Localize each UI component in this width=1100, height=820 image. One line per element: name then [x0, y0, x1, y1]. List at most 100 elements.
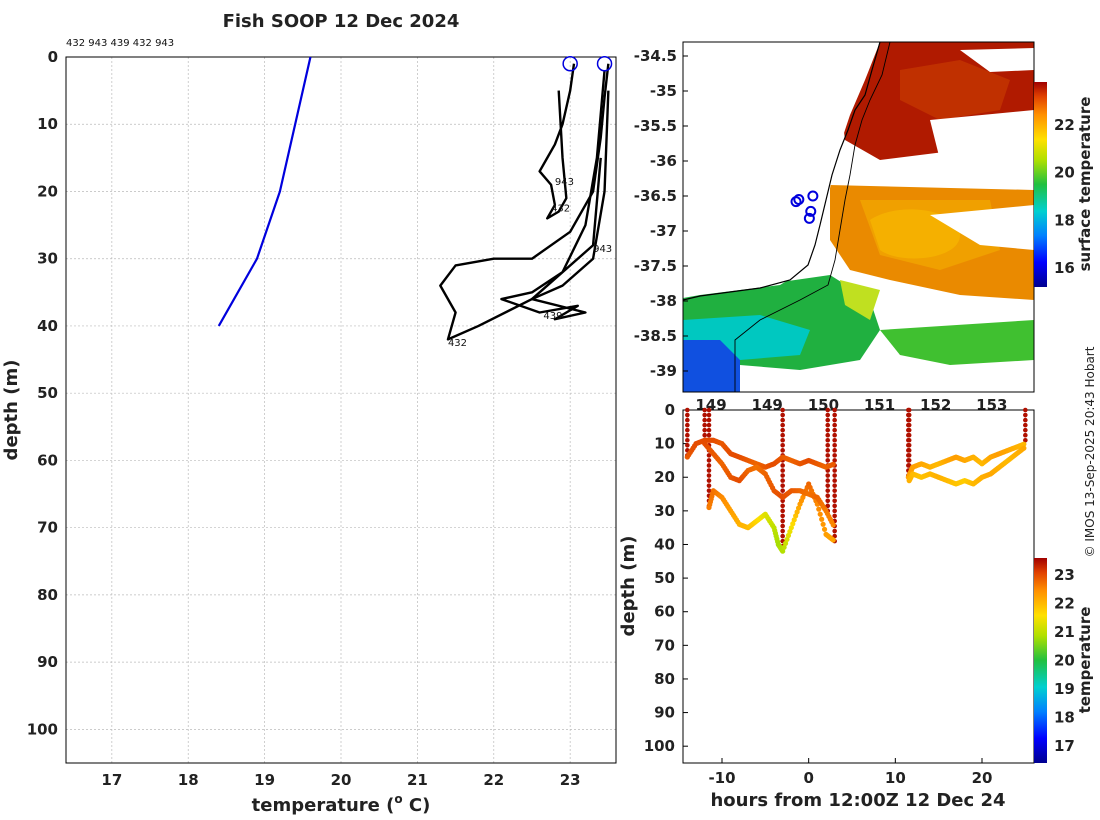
timeseries-point: [906, 407, 912, 413]
timeseries-point: [793, 513, 799, 519]
timeseries-point: [780, 518, 785, 524]
timeseries-point: [706, 453, 712, 458]
timeseries-point: [794, 509, 800, 515]
map-y-tick-label: -35: [650, 82, 677, 100]
coastline: [683, 42, 881, 301]
page-title: Fish SOOP 12 Dec 2024: [223, 11, 460, 32]
timeseries-point: [780, 533, 785, 539]
timeseries-point: [832, 468, 837, 473]
timeseries-y-tick-label: 50: [654, 569, 675, 587]
timeseries-point: [906, 412, 912, 418]
map-station-marker: [805, 205, 817, 217]
timeseries-y-axis-label: depth (m): [618, 536, 639, 637]
profile-x-tick-label: 22: [483, 771, 504, 789]
timeseries-point: [791, 517, 797, 523]
timeseries-point: [780, 468, 785, 473]
timeseries-point: [702, 412, 707, 418]
timeseries-point: [825, 448, 831, 453]
map-y-tick-label: -34.5: [634, 47, 677, 65]
timeseries-point: [906, 448, 912, 453]
timeseries-point: [906, 458, 912, 463]
timeseries-point: [906, 437, 912, 443]
timeseries-point: [832, 473, 837, 478]
timeseries-point: [1023, 407, 1028, 413]
timeseries-point: [780, 503, 785, 509]
timeseries-point: [706, 407, 712, 413]
profile-series-line: [217, 56, 312, 327]
timeseries-point: [706, 412, 712, 418]
timeseries-point: [782, 540, 789, 546]
timeseries-point: [1023, 427, 1028, 433]
map-colorbar-tick-label: 22: [1054, 116, 1075, 134]
timeseries-point: [702, 427, 707, 433]
timeseries-x-axis-label: hours from 12:00Z 12 Dec 24: [710, 790, 1005, 811]
profile-trace-label: 943: [555, 177, 574, 188]
profile-y-tick-label: 30: [37, 250, 58, 268]
timeseries-point: [780, 488, 785, 493]
map-y-tick-label: -37.5: [634, 257, 677, 275]
timeseries-point: [832, 493, 837, 499]
timeseries-point: [780, 412, 785, 418]
timeseries-point: [784, 536, 790, 543]
timeseries-point: [832, 528, 837, 534]
timeseries-y-tick-label: 10: [654, 435, 675, 453]
timeseries-y-tick-label: 100: [644, 737, 675, 755]
timeseries-point: [685, 422, 690, 428]
timeseries-point: [1023, 412, 1028, 418]
profile-top-annotation: 432 943 439 432 943: [66, 38, 174, 49]
timeseries-point: [830, 461, 836, 467]
timeseries-point: [832, 432, 837, 438]
map-markers: [790, 190, 819, 224]
map-x-tick-label: 152: [920, 396, 951, 414]
timeseries-point: [780, 528, 785, 534]
timeseries-point: [832, 503, 837, 509]
timeseries-point: [780, 478, 785, 483]
map-station-marker: [790, 196, 802, 208]
timeseries-point: [702, 407, 707, 413]
timeseries-point: [685, 412, 690, 418]
timeseries-point: [785, 532, 792, 539]
timeseries-point: [825, 437, 831, 443]
timeseries-point: [825, 503, 831, 509]
timeseries-y-tick-label: 70: [654, 636, 675, 654]
map-colorbar-tick-label: 18: [1054, 211, 1075, 229]
timeseries-point: [780, 432, 785, 438]
timeseries-point: [832, 488, 837, 493]
timeseries-point: [780, 437, 785, 443]
timeseries-point: [706, 422, 712, 428]
map-y-tick-label: -38.5: [634, 327, 677, 345]
timeseries-point: [780, 473, 785, 478]
timeseries-point: [685, 443, 690, 448]
timeseries-point: [832, 498, 837, 504]
profile-x-tick-label: 19: [254, 771, 275, 789]
timeseries-colorbar-label: temperature: [1076, 607, 1094, 714]
timeseries-point: [780, 443, 785, 448]
timeseries-x-tick-label: 20: [972, 769, 993, 787]
profile-y-tick-label: 20: [37, 182, 58, 200]
map-ticks: -34.5 -35 -35.5 -36 -36.5 -37 -37.5 -38 -38.5 -39…: [634, 47, 1008, 414]
profile-y-tick-label: 70: [37, 519, 58, 537]
profile-x-tick-label: 20: [331, 771, 352, 789]
timeseries-point: [780, 483, 785, 488]
timeseries-point: [832, 443, 837, 448]
timeseries-point: [825, 427, 831, 433]
timeseries-point: [780, 513, 785, 519]
map-x-tick-label: 153: [976, 396, 1007, 414]
profile-x-tick-label: 21: [407, 771, 428, 789]
timeseries-point: [832, 478, 837, 483]
map-y-tick-label: -37: [650, 222, 677, 240]
sst-map: [683, 42, 1034, 392]
timeseries-point: [1023, 437, 1028, 443]
timeseries-point: [706, 488, 712, 493]
timeseries-point: [780, 463, 785, 468]
timeseries-point: [832, 508, 837, 514]
timeseries-colorbar-tick-label: 20: [1054, 652, 1075, 670]
timeseries-colorbar-tick-label: 22: [1054, 595, 1075, 613]
profile-x-tick-label: 23: [560, 771, 581, 789]
timeseries-point: [906, 453, 912, 458]
timeseries-point: [825, 443, 831, 448]
map-colorbar-tick-label: 20: [1054, 164, 1075, 182]
timeseries-point: [832, 412, 837, 418]
profile-y-tick-label: 100: [27, 720, 58, 738]
map-station-marker: [803, 212, 815, 224]
